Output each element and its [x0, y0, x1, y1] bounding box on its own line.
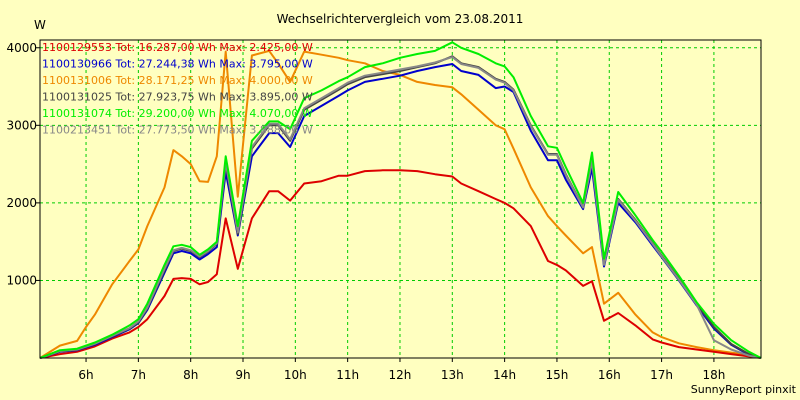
legend: 1100129553 Tot: 16.287,00 Wh Max: 2.425,…: [42, 41, 313, 137]
x-tick-label: 10h: [284, 368, 307, 382]
x-tick-label: 8h: [183, 368, 198, 382]
legend-entry-1100131025: 1100131025 Tot: 27.923,75 Wh Max: 3.895,…: [42, 91, 313, 104]
y-tick-label: 2000: [6, 196, 37, 210]
y-tick-label: 3000: [6, 118, 37, 132]
grid: [40, 40, 761, 358]
series-line-1100131074: [39, 41, 762, 359]
x-tick-label: 12h: [389, 368, 412, 382]
x-tick-label: 13h: [441, 368, 464, 382]
x-tick-label: 9h: [235, 368, 250, 382]
legend-entry-1100213451: 1100213451 Tot: 27.773,50 Wh Max: 3.888,…: [42, 124, 313, 137]
y-tick-label: 1000: [6, 273, 37, 287]
series-line-1100213451: [39, 56, 762, 359]
series-line-1100131006: [39, 49, 762, 359]
x-tick-label: 6h: [78, 368, 93, 382]
x-tick-label: 15h: [546, 368, 569, 382]
x-tick-label: 18h: [702, 368, 725, 382]
legend-entry-1100131074: 1100131074 Tot: 29.200,00 Wh Max: 4.070,…: [42, 107, 313, 120]
y-axis-unit: W: [34, 18, 46, 32]
y-tick-label: 4000: [6, 41, 37, 55]
plot-frame: [39, 39, 762, 359]
x-tick-label: 14h: [493, 368, 516, 382]
x-tick-label: 17h: [650, 368, 673, 382]
legend-entry-1100131006: 1100131006 Tot: 28.171,25 Wh Max: 4.000,…: [42, 74, 313, 87]
x-tick-label: 7h: [131, 368, 146, 382]
series-line-1100129553: [39, 169, 762, 359]
x-tick-label: 16h: [598, 368, 621, 382]
plot-area: [39, 39, 762, 359]
x-tick-label: 11h: [336, 368, 359, 382]
legend-entry-1100130966: 1100130966 Tot: 27.244,38 Wh Max: 3.795,…: [42, 58, 313, 71]
legend-entry-1100129553: 1100129553 Tot: 16.287,00 Wh Max: 2.425,…: [42, 41, 313, 54]
chart-title: Wechselrichtervergleich vom 23.08.2011: [277, 12, 524, 26]
y-axis: 1000 2000 3000 4000: [6, 41, 40, 287]
chart-credit: SunnyReport pinxit: [691, 383, 797, 396]
x-axis: 6h 7h 8h 9h 10h 11h 12h 13h 14h 15h 16h 17h 18h: [78, 358, 725, 382]
series-lines: [39, 41, 762, 359]
